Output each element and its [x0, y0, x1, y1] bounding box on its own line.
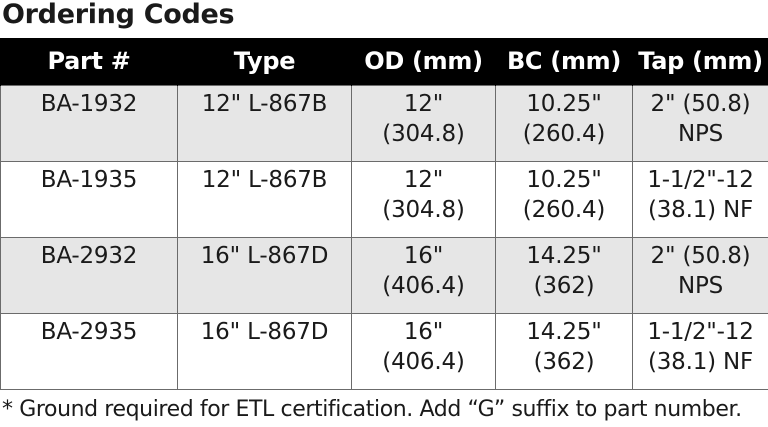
cell-part: BA-2935	[0, 312, 178, 390]
column-header-part: Part #	[0, 38, 178, 85]
cell-type: 16" L-867D	[177, 236, 352, 314]
cell-type: 12" L-867B	[177, 84, 352, 162]
cell-od: 12" (304.8)	[351, 160, 496, 238]
cell-part: BA-2932	[0, 236, 178, 314]
cell-tap: 2" (50.8) NPS	[632, 84, 768, 162]
column-header-bc: BC (mm)	[495, 38, 633, 85]
footnote: * Ground required for ETL certification.…	[2, 397, 742, 422]
cell-part: BA-1932	[0, 84, 178, 162]
column-header-type: Type	[177, 38, 352, 85]
table-row: BA-1932 12" L-867B 12" (304.8) 10.25" (2…	[0, 84, 768, 162]
cell-tap: 2" (50.8) NPS	[632, 236, 768, 314]
cell-tap: 1-1/2"-12 (38.1) NF	[632, 160, 768, 238]
cell-od: 12" (304.8)	[351, 84, 496, 162]
cell-od: 16" (406.4)	[351, 236, 496, 314]
cell-od: 16" (406.4)	[351, 312, 496, 390]
cell-type: 16" L-867D	[177, 312, 352, 390]
table-row: BA-1935 12" L-867B 12" (304.8) 10.25" (2…	[0, 160, 768, 238]
cell-bc: 10.25" (260.4)	[495, 84, 633, 162]
column-header-od: OD (mm)	[351, 38, 496, 85]
table-header-row: Part # Type OD (mm) BC (mm) Tap (mm)	[0, 38, 768, 85]
table-row: BA-2935 16" L-867D 16" (406.4) 14.25" (3…	[0, 312, 768, 390]
cell-tap: 1-1/2"-12 (38.1) NF	[632, 312, 768, 390]
ordering-codes-table: Part # Type OD (mm) BC (mm) Tap (mm) BA-…	[0, 38, 768, 390]
cell-part: BA-1935	[0, 160, 178, 238]
cell-bc: 14.25" (362)	[495, 236, 633, 314]
cell-bc: 14.25" (362)	[495, 312, 633, 390]
column-header-tap: Tap (mm)	[632, 38, 768, 85]
cell-bc: 10.25" (260.4)	[495, 160, 633, 238]
cell-type: 12" L-867B	[177, 160, 352, 238]
table-row: BA-2932 16" L-867D 16" (406.4) 14.25" (3…	[0, 236, 768, 314]
section-title: Ordering Codes	[2, 0, 235, 30]
